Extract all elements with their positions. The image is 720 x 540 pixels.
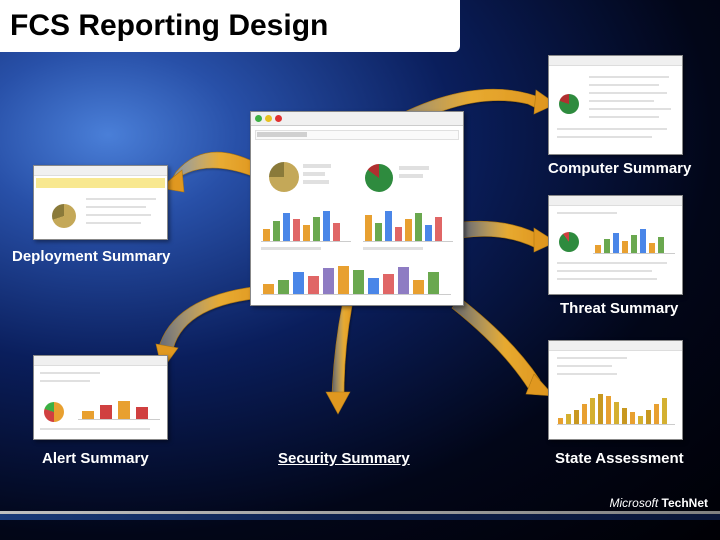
footer-divider bbox=[0, 514, 720, 520]
label-computer-summary: Computer Summary bbox=[548, 160, 691, 177]
thumb-main-dashboard bbox=[250, 111, 464, 306]
thumb-deployment-summary bbox=[33, 165, 168, 240]
slide-root: FCS Reporting Design bbox=[0, 0, 720, 540]
footer-brand: Microsoft TechNet bbox=[610, 496, 708, 510]
thumb-state-assessment bbox=[548, 340, 683, 440]
label-state-assessment: State Assessment bbox=[555, 450, 684, 467]
footer-brand-prefix: Microsoft bbox=[610, 496, 659, 510]
label-security-summary: Security Summary bbox=[278, 450, 410, 467]
thumb-alert-summary bbox=[33, 355, 168, 440]
label-threat-summary: Threat Summary bbox=[560, 300, 678, 317]
footer-brand-suffix: TechNet bbox=[662, 496, 708, 510]
label-alert-summary: Alert Summary bbox=[42, 450, 149, 467]
slide-title: FCS Reporting Design bbox=[0, 0, 460, 52]
thumb-threat-summary bbox=[548, 195, 683, 295]
label-deployment-summary: Deployment Summary bbox=[12, 248, 170, 265]
thumb-computer-summary bbox=[548, 55, 683, 155]
